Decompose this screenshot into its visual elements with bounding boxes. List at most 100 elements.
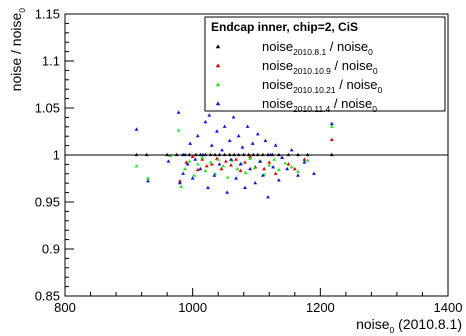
data-point-series-3 [252,165,257,170]
data-point-series-4 [225,190,230,194]
data-point-series-2 [219,166,224,171]
data-point-series-3 [146,176,150,180]
data-point-series-4 [243,185,247,189]
data-point-series-3 [195,162,200,166]
data-point-series-3 [192,173,196,177]
data-point-series-3 [243,170,248,174]
data-point-series-4 [312,171,316,175]
legend-entry-label: noise2010.11.4 / noise0 [262,96,377,114]
x-tick-label: 800 [54,300,76,315]
data-point-series-4 [217,162,222,166]
data-point-series-4 [134,127,139,131]
data-point-series-2 [329,137,334,142]
legend-marker [215,101,221,106]
legend-entry-label: noise2010.8.1 / noise0 [262,39,373,57]
data-point-series-3 [296,169,300,174]
data-point-series-3 [235,166,240,171]
data-point-series-3 [267,163,272,167]
data-point-series-2 [243,160,247,164]
data-point-series-4 [212,173,217,177]
y-tick-label: 1.1 [42,54,60,69]
x-axis-ticks: 800 1000 1200 1400 [54,288,462,315]
data-point-series-2 [177,179,182,183]
data-point-series-3 [187,159,192,163]
x-axis-title: noise0 (2010.8.1) [356,316,462,335]
x-tick-label: 1200 [306,300,335,315]
data-point-series-4 [296,173,300,177]
y-axis-title: noise / noise0 [8,8,27,92]
data-point-series-3 [176,128,181,132]
data-point-series-3 [183,166,187,171]
data-point-series-2 [238,168,243,173]
data-point-series-2 [292,166,297,171]
data-point-series-4 [276,178,281,182]
data-point-series-4 [185,162,190,166]
data-point-series-3 [283,161,288,165]
data-point-series-4 [245,124,250,128]
data-point-series-4 [181,171,186,175]
data-point-series-4 [220,148,224,152]
data-point-series-3 [289,165,294,169]
data-point-series-4 [198,166,203,171]
legend-marker [215,63,221,68]
y-tick-label: 0.95 [35,195,60,210]
legend-entry-label: noise2010.10.9 / noise0 [262,58,378,76]
data-point-series-3 [179,184,184,189]
data-point-series-4 [263,138,268,142]
data-point-series-2 [286,162,291,166]
data-point-series-4 [234,176,238,180]
data-point-series-4 [240,145,245,149]
data-point-series-3 [276,167,281,172]
y-tick-label: 1.15 [35,7,60,22]
data-point-series-4 [248,166,253,171]
data-point-series-4 [285,166,290,171]
legend: Endcap inner, chip=2, CiS noise2010.8.1 … [204,16,446,114]
data-point-series-2 [190,154,195,158]
legend-title: Endcap inner, chip=2, CiS [211,20,358,34]
legend-marker [215,44,221,49]
data-point-series-4 [222,124,227,128]
data-point-series-4 [146,179,150,183]
y-tick-label: 0.85 [35,289,60,304]
data-point-series-4 [176,110,181,114]
data-point-series-4 [302,160,307,164]
x-tick-label: 1000 [178,300,207,315]
data-point-series-3 [221,164,226,168]
data-point-series-4 [266,195,270,199]
data-point-series-4 [195,134,200,138]
legend-entry-label: noise2010.10.21 / noise0 [262,77,383,95]
data-point-series-3 [203,168,208,173]
legend-marker [215,82,221,87]
legend-box [204,16,446,112]
data-point-series-4 [280,155,284,159]
data-point-series-4 [273,143,278,147]
data-point-series-4 [289,148,294,152]
data-point-series-2 [223,159,228,163]
y-tick-label: 1 [53,148,60,163]
data-point-series-4 [229,157,233,161]
data-point-series-4 [238,162,243,166]
x-tick-label: 1400 [434,300,463,315]
data-point-series-2 [248,154,253,158]
data-point-series-2 [229,163,233,167]
data-point-series-2 [234,157,238,161]
data-point-series-3 [216,157,221,161]
data-point-series-3 [134,164,139,168]
data-point-series-4 [255,132,260,136]
y-axis-ticks: 0.85 0.9 0.95 1 1.05 1.1 1.15 [35,7,74,304]
data-point-series-2 [273,171,278,175]
data-point-series-2 [195,167,200,172]
data-point-series-4 [207,113,212,117]
y-tick-label: 0.9 [42,242,60,257]
y-tick-label: 1.05 [35,101,60,116]
data-point-series-4 [250,141,255,145]
data-point-series-4 [215,129,219,133]
data-point-series-4 [260,173,265,177]
data-point-series-3 [305,158,310,162]
data-point-series-4 [231,115,236,119]
data-point-series-4 [329,121,334,126]
data-point-series-4 [227,138,232,142]
data-point-series-3 [208,160,213,164]
